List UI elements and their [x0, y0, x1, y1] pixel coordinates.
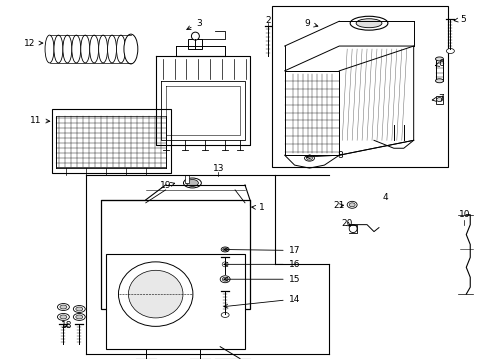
Ellipse shape	[73, 314, 85, 320]
Bar	[435, 96, 443, 104]
Text: 17: 17	[224, 246, 300, 255]
Ellipse shape	[183, 178, 201, 188]
Ellipse shape	[220, 276, 230, 283]
Ellipse shape	[63, 35, 72, 63]
Bar	[435, 59, 443, 81]
Text: 21: 21	[333, 201, 344, 210]
Circle shape	[348, 225, 356, 233]
Text: 11: 11	[30, 116, 50, 125]
Bar	[188, 39, 202, 49]
Ellipse shape	[304, 155, 314, 161]
Ellipse shape	[446, 49, 453, 54]
Bar	[271, 6, 447, 167]
Text: 18: 18	[61, 321, 73, 330]
Ellipse shape	[45, 35, 54, 63]
Ellipse shape	[116, 35, 125, 63]
Text: 2: 2	[264, 16, 270, 25]
Ellipse shape	[346, 201, 356, 208]
Text: 15: 15	[224, 275, 300, 284]
Ellipse shape	[221, 312, 229, 318]
Ellipse shape	[436, 98, 442, 102]
Text: 13: 13	[212, 163, 224, 172]
Bar	[101, 200, 249, 309]
Ellipse shape	[435, 57, 443, 61]
Ellipse shape	[73, 306, 85, 312]
Ellipse shape	[348, 203, 354, 207]
Text: 9: 9	[304, 19, 317, 28]
Ellipse shape	[118, 262, 192, 327]
Ellipse shape	[221, 247, 229, 252]
Text: 3: 3	[186, 19, 202, 30]
Text: 1: 1	[251, 203, 264, 212]
Ellipse shape	[54, 35, 63, 63]
Ellipse shape	[355, 19, 381, 28]
Ellipse shape	[60, 305, 67, 309]
Ellipse shape	[60, 315, 67, 319]
Ellipse shape	[435, 79, 443, 83]
Text: 14: 14	[224, 294, 300, 308]
Text: 16: 16	[224, 260, 300, 269]
Text: 8: 8	[305, 151, 342, 160]
Ellipse shape	[57, 303, 69, 310]
Bar	[106, 255, 244, 349]
Ellipse shape	[222, 277, 228, 281]
Ellipse shape	[81, 35, 89, 63]
Text: 12: 12	[24, 39, 43, 48]
Ellipse shape	[76, 307, 82, 311]
Ellipse shape	[76, 315, 82, 319]
Ellipse shape	[128, 270, 183, 318]
Ellipse shape	[99, 35, 107, 63]
Text: 6: 6	[434, 59, 443, 68]
Ellipse shape	[107, 35, 116, 63]
Ellipse shape	[222, 248, 227, 251]
Text: 19: 19	[160, 181, 174, 190]
Text: 4: 4	[381, 193, 387, 202]
Ellipse shape	[57, 314, 69, 320]
Text: 10: 10	[458, 210, 469, 219]
Text: 7: 7	[431, 94, 443, 103]
Ellipse shape	[349, 16, 387, 30]
Text: 20: 20	[341, 219, 352, 228]
Ellipse shape	[222, 262, 228, 267]
Ellipse shape	[123, 34, 138, 64]
Ellipse shape	[306, 156, 312, 160]
Bar	[51, 109, 170, 173]
Bar	[185, 175, 189, 183]
Ellipse shape	[186, 180, 198, 186]
Circle shape	[191, 32, 199, 40]
Ellipse shape	[89, 35, 99, 63]
Ellipse shape	[72, 35, 81, 63]
Text: 5: 5	[453, 15, 465, 24]
Bar	[56, 116, 165, 167]
